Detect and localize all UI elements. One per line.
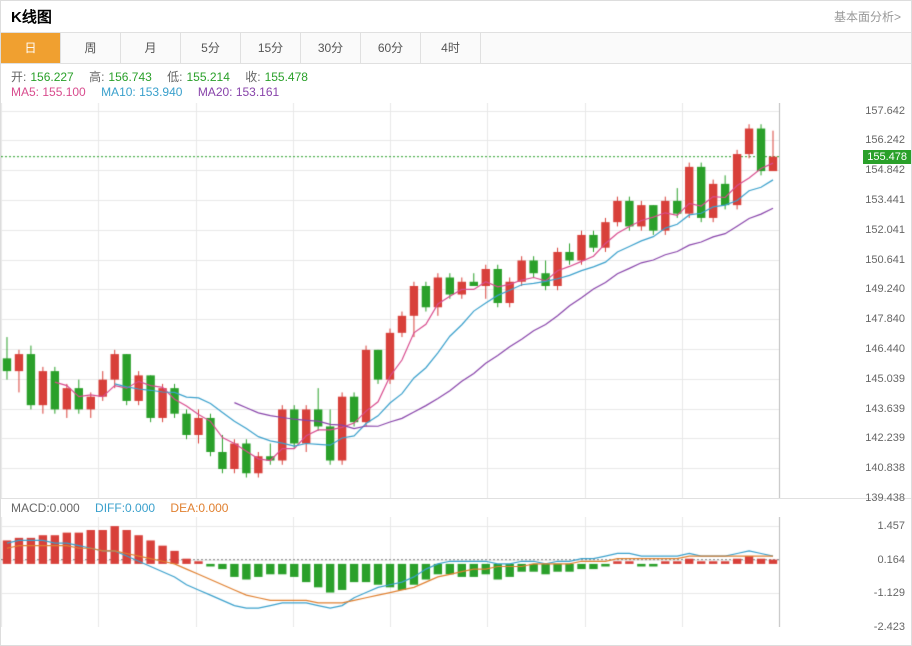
dea-label: DEA:0.000: [170, 501, 228, 515]
ytick: 143.639: [865, 403, 905, 415]
open-label: 开:: [11, 70, 26, 84]
tab-30分[interactable]: 30分: [301, 33, 361, 63]
macd-yaxis: 1.4570.164-1.129-2.423: [849, 517, 911, 627]
ma-row: MA5: 155.100 MA10: 153.940 MA20: 153.161: [1, 85, 911, 103]
header: K线图 基本面分析>: [1, 1, 911, 33]
fundamental-link[interactable]: 基本面分析>: [834, 8, 901, 25]
low-value: 155.214: [187, 70, 230, 84]
high-value: 156.743: [108, 70, 151, 84]
timeframe-tabs: 日周月5分15分30分60分4时: [1, 33, 911, 64]
tab-5分[interactable]: 5分: [181, 33, 241, 63]
close-label: 收:: [245, 70, 260, 84]
macd-label: MACD:0.000: [11, 501, 80, 515]
ytick: 142.239: [865, 432, 905, 444]
ytick: 145.039: [865, 373, 905, 385]
ytick: 153.441: [865, 194, 905, 206]
tab-周[interactable]: 周: [61, 33, 121, 63]
ytick: 152.041: [865, 224, 905, 236]
ytick: 140.838: [865, 462, 905, 474]
chart-title: K线图: [11, 6, 52, 27]
open-value: 156.227: [30, 70, 73, 84]
ytick: 157.642: [865, 105, 905, 117]
tab-日[interactable]: 日: [1, 33, 61, 63]
chart-container: K线图 基本面分析> 日周月5分15分30分60分4时 开: 156.227 高:…: [0, 0, 912, 646]
tab-15分[interactable]: 15分: [241, 33, 301, 63]
ma20-label: MA20: 153.161: [198, 85, 279, 99]
diff-label: DIFF:0.000: [95, 501, 155, 515]
ytick: 154.842: [865, 164, 905, 176]
tab-4时[interactable]: 4时: [421, 33, 481, 63]
current-price-tag: 155.478: [863, 150, 911, 164]
ytick: 156.242: [865, 134, 905, 146]
ytick: 1.457: [877, 520, 905, 532]
candlestick-canvas: [1, 103, 841, 498]
ytick: -2.423: [874, 621, 905, 633]
ytick: 0.164: [877, 554, 905, 566]
main-chart-area[interactable]: 157.642 156.242 154.842 153.441 152.041 150.6…: [1, 103, 911, 498]
ma10-label: MA10: 153.940: [101, 85, 182, 99]
ytick: 146.440: [865, 343, 905, 355]
ma5-label: MA5: 155.100: [11, 85, 86, 99]
tab-月[interactable]: 月: [121, 33, 181, 63]
ytick: 150.641: [865, 254, 905, 266]
macd-chart-area[interactable]: 1.4570.164-1.129-2.423: [1, 517, 911, 627]
tab-60分[interactable]: 60分: [361, 33, 421, 63]
macd-row: MACD:0.000 DIFF:0.000 DEA:0.000: [1, 498, 911, 517]
close-value: 155.478: [265, 70, 308, 84]
ytick: -1.129: [874, 587, 905, 599]
ytick: 147.840: [865, 313, 905, 325]
ytick: 149.240: [865, 283, 905, 295]
ytick: 139.438: [865, 492, 905, 504]
high-label: 高:: [89, 70, 104, 84]
low-label: 低:: [167, 70, 182, 84]
macd-canvas: [1, 517, 841, 627]
ohlc-row: 开: 156.227 高: 156.743 低: 155.214 收: 155.478: [1, 64, 911, 85]
